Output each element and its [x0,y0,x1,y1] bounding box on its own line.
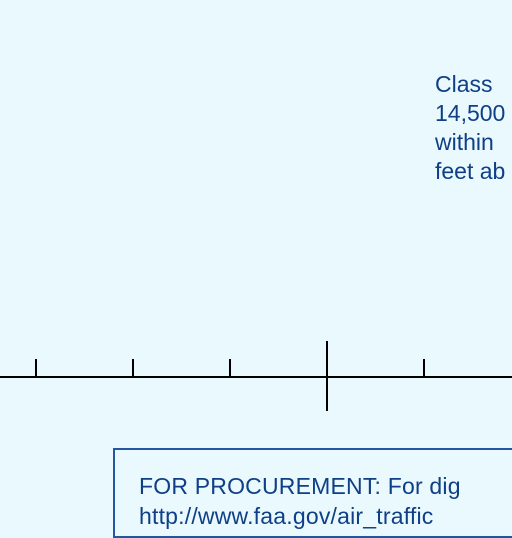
procurement-box: FOR PROCUREMENT: For dig http://www.faa.… [113,448,512,538]
airspace-note: Class 14,500 within feet ab [435,70,512,186]
airspace-note-line-1: Class [435,71,493,97]
airspace-note-line-4: feet ab [435,158,506,184]
airspace-note-line-2: 14,500 [435,100,506,126]
procurement-url-fragment: http://www.faa.gov/air_traffic [139,503,434,529]
procurement-title: FOR PROCUREMENT: For dig [139,473,461,499]
scale-bar [0,341,512,411]
airspace-note-line-3: within [435,129,494,155]
